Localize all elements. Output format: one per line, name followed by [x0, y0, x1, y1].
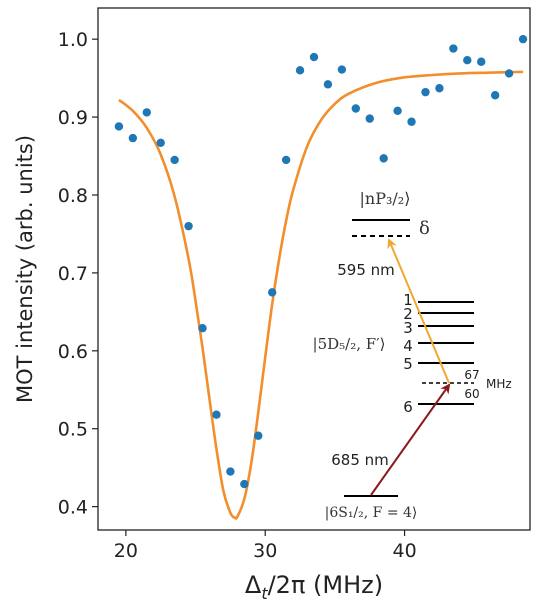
energy-level-inset: |nP₃/₂⟩ δ 1 2 3 4 5 6 |5D₅/₂, F′⟩ 67 60 … — [313, 189, 512, 521]
y-axis-label: MOT intensity (arb. units) — [13, 135, 37, 403]
x-tick-label: 20 — [114, 540, 138, 562]
delta-label: δ — [419, 218, 430, 239]
data-point — [198, 324, 207, 333]
data-point — [156, 138, 165, 147]
arrow-595 — [387, 238, 450, 384]
f-label-1: 1 — [403, 291, 413, 309]
data-point — [421, 87, 430, 97]
data-point — [351, 104, 361, 113]
label-685-nm: 685 nm — [331, 451, 389, 469]
data-point — [267, 288, 277, 297]
data-point — [128, 133, 138, 143]
ground-state-label: |6S₁/₂, F = 4⟩ — [325, 505, 418, 521]
data-point — [337, 65, 347, 74]
spacing-60-label: 60 — [464, 387, 479, 401]
data-point — [490, 91, 500, 100]
data-point — [170, 155, 179, 165]
f-label-4: 4 — [403, 337, 413, 355]
label-595-nm: 595 nm — [337, 261, 395, 279]
data-point — [212, 410, 221, 419]
data-point — [449, 44, 458, 53]
y-tick-label: 0.5 — [58, 419, 88, 441]
plot-frame — [97, 7, 531, 531]
y-tick-label: 0.9 — [58, 107, 88, 129]
f-label-6: 6 — [403, 398, 413, 416]
arrow-685 — [370, 383, 451, 496]
data-point — [281, 155, 291, 165]
data-point — [504, 69, 514, 78]
spacing-67-label: 67 — [464, 368, 479, 382]
f-label-5: 5 — [403, 355, 413, 373]
x-axis-label-sub: t — [261, 584, 268, 602]
x-tick-label: 40 — [392, 540, 416, 562]
data-point — [184, 221, 193, 231]
y-tick-label: 0.8 — [58, 185, 88, 207]
fit-curve — [118, 70, 524, 520]
x-axis-label-main: Δ — [245, 571, 262, 599]
data-point — [435, 84, 444, 93]
data-point — [295, 66, 305, 75]
y-tick-label: 1.0 — [58, 29, 88, 51]
f-label-2: 2 — [403, 305, 413, 323]
data-point — [477, 57, 486, 66]
np-state-label: |nP₃/₂⟩ — [360, 189, 411, 208]
data-point — [463, 56, 472, 65]
data-point — [240, 479, 249, 489]
x-axis-label-rest: /2π (MHz) — [268, 571, 384, 599]
f-label-3: 3 — [403, 319, 413, 337]
y-tick-label: 0.7 — [58, 263, 88, 285]
data-point — [379, 154, 388, 163]
spacing-unit-label: MHz — [486, 377, 512, 391]
x-tick-label: 30 — [253, 540, 277, 562]
data-point — [365, 114, 374, 123]
data-point — [323, 80, 333, 89]
axis-ticks: 20 30 40 0.4 0.5 0.6 0.7 0.8 0.9 1.0 — [58, 29, 417, 562]
data-point — [393, 106, 402, 116]
y-tick-label: 0.6 — [58, 341, 88, 363]
x-axis-label: Δt/2π (MHz) — [245, 571, 383, 602]
fit-curve-layer — [118, 70, 524, 520]
y-tick-label: 0.4 — [58, 497, 88, 519]
data-point — [114, 122, 124, 131]
data-point — [142, 108, 151, 117]
mid-state-label: |5D₅/₂, F′⟩ — [313, 335, 386, 353]
data-point — [254, 431, 263, 440]
data-point — [407, 117, 416, 126]
data-point — [518, 34, 528, 44]
data-points-layer — [114, 34, 528, 489]
data-point — [226, 467, 235, 476]
data-point — [309, 52, 319, 62]
